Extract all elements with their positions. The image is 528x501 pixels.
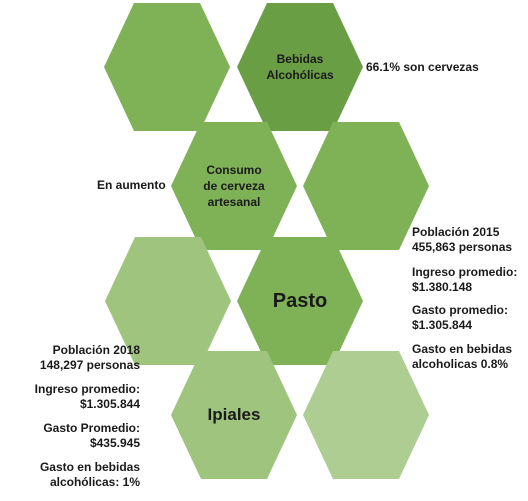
hex-label-pasto: Pasto <box>238 283 362 319</box>
ipiales-poblacion-text: Población 2018 148,297 personas <box>40 343 140 373</box>
ipiales-bebidas-text: Gasto en bebidas alcohólicas: 1% <box>40 460 140 490</box>
hex-bottom-right <box>303 351 429 479</box>
cervezas-text: 66.1% son cervezas <box>366 60 479 75</box>
pasto-gasto-text: Gasto promedio: $1.305.844 <box>412 303 508 333</box>
hex-label-bebidas: Bebidas Alcohólicas <box>238 40 362 94</box>
hex-top-left <box>104 3 230 131</box>
aumento-text: En aumento <box>97 178 166 193</box>
pasto-ingreso-text: Ingreso promedio: $1.380.148 <box>412 265 517 295</box>
hex-label-consumo: Consumo de cerveza artesanal <box>172 158 296 214</box>
hex-mid-right <box>303 122 429 250</box>
hex-label-ipiales: Ipiales <box>172 400 296 430</box>
ipiales-ingreso-text: Ingreso promedio: $1.305.844 <box>35 382 140 412</box>
pasto-poblacion-text: Población 2015 455,863 personas <box>412 225 512 255</box>
ipiales-gasto-text: Gasto Promedio: $435.945 <box>43 421 140 451</box>
pasto-bebidas-text: Gasto en bebidas alcoholicas 0.8% <box>412 342 512 372</box>
